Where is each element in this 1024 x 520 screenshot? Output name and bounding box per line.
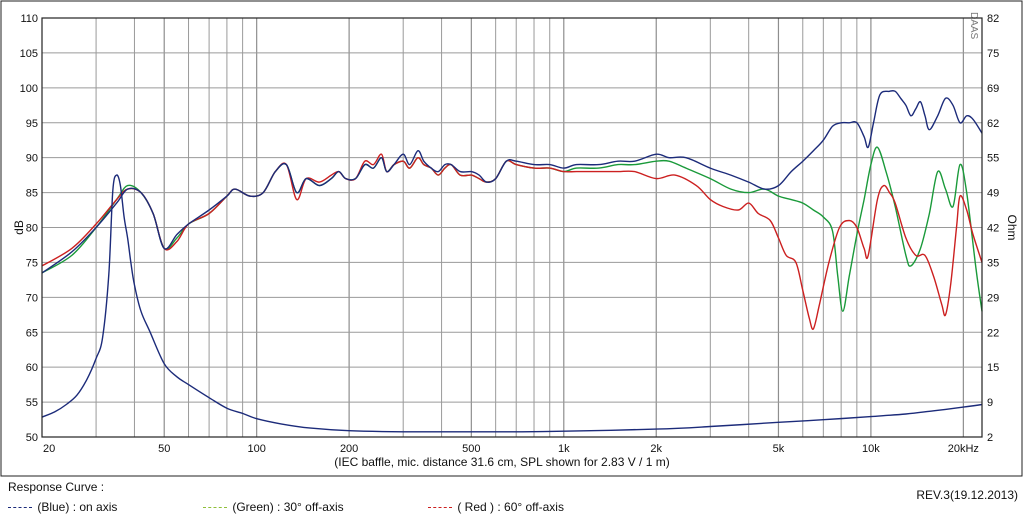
y-tick-label: 110 (20, 13, 38, 25)
x-tick-label: 200 (340, 443, 358, 455)
revision-label: REV.3(19.12.2013) (916, 488, 1018, 502)
series-lines (41, 89, 983, 433)
outer-border (0, 0, 1023, 477)
legend-title: Response Curve : (8, 480, 105, 494)
y2-tick-label: 22 (987, 327, 999, 339)
legend-swatch-blue (8, 507, 32, 509)
y2-tick-label: 42 (987, 223, 999, 235)
x-tick-label: 500 (462, 443, 480, 455)
x-tick-label: 100 (247, 443, 265, 455)
y2-tick-label: 69 (987, 83, 999, 95)
y2-tick-label: 35 (987, 257, 999, 269)
grid (42, 17, 982, 438)
y2-tick-label: 15 (987, 362, 999, 374)
y-tick-label: 105 (20, 48, 38, 60)
y-tick-label: 90 (26, 153, 38, 165)
x-tick-label: 20kHz (948, 443, 979, 455)
y-tick-label: 95 (26, 118, 38, 130)
y-tick-label: 50 (26, 432, 38, 444)
y2-tick-label: 9 (987, 397, 993, 409)
x-tick-label: 10k (862, 443, 880, 455)
y2-tick-label: 62 (987, 118, 999, 130)
x-tick-label: 5k (773, 443, 785, 455)
x-tick-label: 1k (558, 443, 570, 455)
series-line-impedance (41, 174, 983, 433)
x-tick-label: 20 (43, 443, 55, 455)
y-tick-label: 60 (26, 362, 38, 374)
y2-tick-label: 75 (987, 48, 999, 60)
y2-tick-label: 55 (987, 153, 999, 165)
y2-tick-label: 29 (987, 292, 999, 304)
legend-swatch-green (203, 507, 227, 509)
x-tick-label: 50 (158, 443, 170, 455)
y-tick-label: 70 (26, 292, 38, 304)
legend-label-red: ( Red ) : 60° off-axis (457, 500, 564, 514)
legend-label-green: (Green) : 30° off-axis (232, 500, 344, 514)
y-tick-label: 75 (26, 257, 38, 269)
plot-frame (0, 0, 1023, 477)
plot-border (41, 17, 983, 438)
y2-axis-title: Ohm (1005, 214, 1019, 240)
y-tick-label: 55 (26, 397, 38, 409)
y-tick-label: 80 (26, 223, 38, 235)
legend-label-blue: (Blue) : on axis (37, 500, 118, 514)
y-tick-label: 65 (26, 327, 38, 339)
tick-labels: 5055606570758085909510010511029152229354… (12, 12, 1019, 469)
series-line-blue (41, 89, 983, 274)
y2-tick-label: 2 (987, 432, 993, 444)
legend-item-green: (Green) : 30° off-axis (203, 500, 344, 514)
y2-tick-label: 49 (987, 188, 999, 200)
x-tick-label: 2k (650, 443, 662, 455)
watermark-text: DAAS (968, 12, 979, 40)
x-axis-title: (IEC baffle, mic. distance 31.6 cm, SPL … (334, 455, 669, 469)
y2-tick-label: 82 (987, 13, 999, 25)
legend-item-blue: (Blue) : on axis (8, 500, 117, 514)
y-tick-label: 100 (20, 83, 38, 95)
legend-swatch-red (428, 507, 452, 509)
y-axis-title: dB (12, 220, 26, 235)
legend-item-red: ( Red ) : 60° off-axis (428, 500, 564, 514)
y-tick-label: 85 (26, 188, 38, 200)
